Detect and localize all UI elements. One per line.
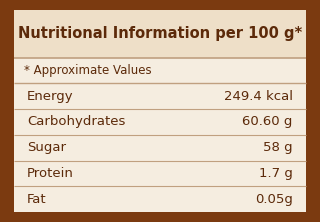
FancyBboxPatch shape bbox=[14, 10, 306, 58]
Text: Protein: Protein bbox=[27, 167, 74, 180]
Text: Carbohydrates: Carbohydrates bbox=[27, 115, 125, 128]
Text: Nutritional Information per 100 g*: Nutritional Information per 100 g* bbox=[18, 26, 302, 41]
Text: 1.7 g: 1.7 g bbox=[259, 167, 293, 180]
Text: Energy: Energy bbox=[27, 90, 74, 103]
Text: 249.4 kcal: 249.4 kcal bbox=[224, 90, 293, 103]
Text: 0.05g: 0.05g bbox=[255, 193, 293, 206]
FancyBboxPatch shape bbox=[14, 10, 306, 212]
Text: Fat: Fat bbox=[27, 193, 47, 206]
Text: * Approximate Values: * Approximate Values bbox=[24, 64, 152, 77]
Text: Sugar: Sugar bbox=[27, 141, 66, 154]
Text: 58 g: 58 g bbox=[263, 141, 293, 154]
Text: 60.60 g: 60.60 g bbox=[243, 115, 293, 128]
